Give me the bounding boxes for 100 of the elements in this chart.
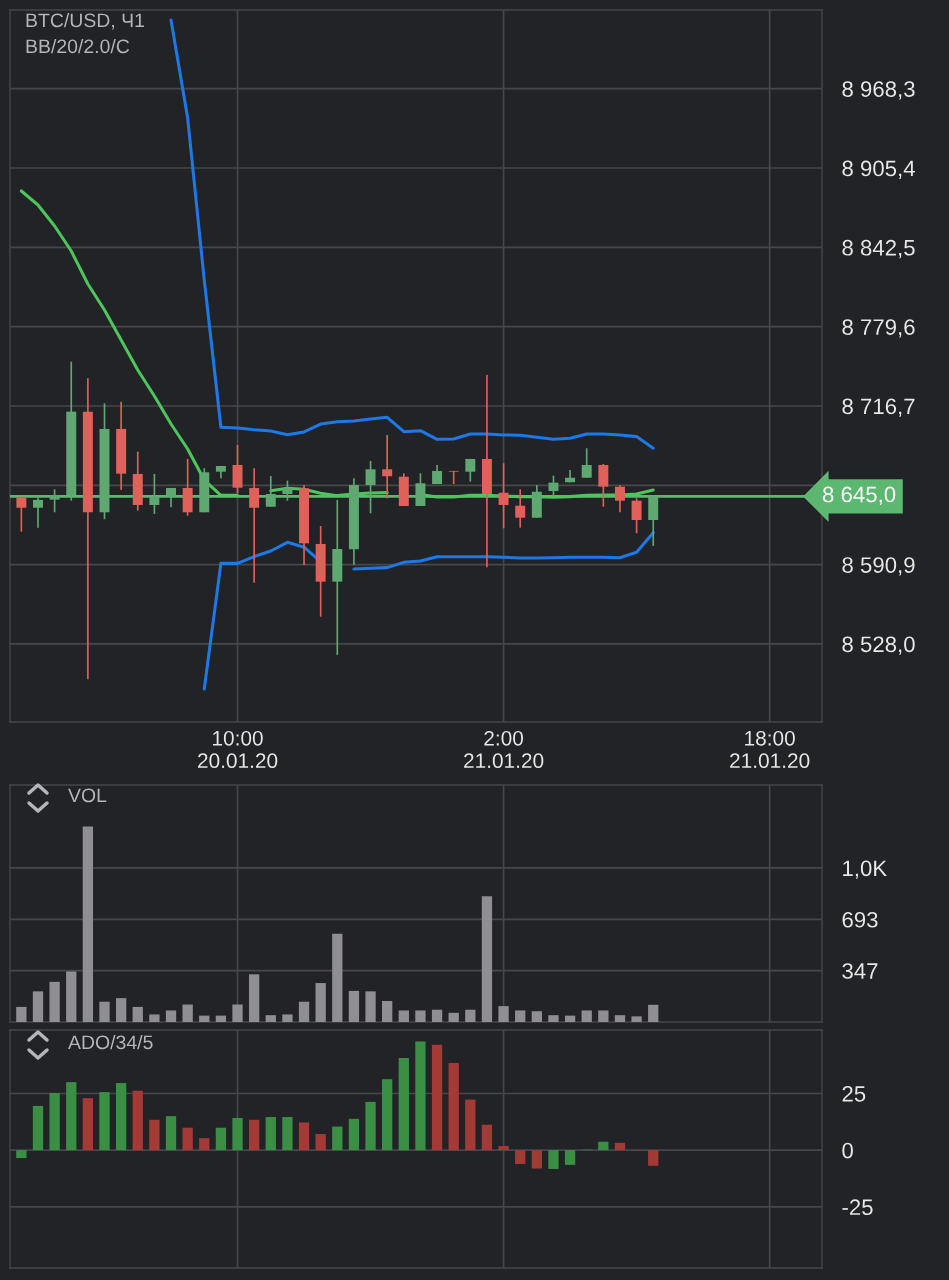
bar <box>531 1011 542 1022</box>
bar <box>581 1010 592 1022</box>
bar <box>431 1044 443 1151</box>
bar <box>215 1127 227 1151</box>
bar <box>149 1014 160 1022</box>
bar <box>32 1105 44 1151</box>
bar <box>265 1117 276 1151</box>
bar <box>498 1006 509 1022</box>
bar <box>564 1150 576 1165</box>
candlestick <box>49 488 60 514</box>
candlestick <box>631 497 642 535</box>
candlestick <box>448 470 459 485</box>
bar <box>315 983 326 1022</box>
candlestick <box>415 472 426 507</box>
bar <box>598 1010 609 1022</box>
bar <box>548 1150 559 1169</box>
bar <box>199 1138 210 1151</box>
bar <box>66 971 77 1022</box>
bar <box>282 1117 293 1151</box>
chart-title: BTC/USD, Ч1 <box>26 12 144 30</box>
bar <box>548 1015 559 1022</box>
text: BB/20/2.0/C <box>26 38 130 54</box>
candlestick <box>515 488 526 529</box>
candlestick <box>265 475 276 508</box>
bar <box>648 1004 659 1022</box>
bar <box>115 998 127 1022</box>
line-series <box>169 18 655 450</box>
bar <box>415 1041 426 1151</box>
bar <box>365 1101 376 1151</box>
bar <box>249 974 260 1022</box>
bar <box>182 1127 193 1151</box>
bar <box>382 1000 393 1022</box>
bar <box>265 1015 276 1022</box>
bar <box>16 1006 27 1022</box>
bar <box>16 1150 27 1159</box>
y-tick-label: 693 <box>842 911 878 928</box>
x-tick-label: 2:00 21.01.20 <box>464 730 544 769</box>
bar <box>348 1118 360 1151</box>
y-tick-label: -25 <box>842 1199 873 1216</box>
bar <box>481 1124 493 1151</box>
bar <box>132 1006 143 1022</box>
bar <box>382 1079 393 1151</box>
candlestick <box>282 479 293 502</box>
y-tick-label: 8 842,5 <box>842 239 915 259</box>
y-tick-label: 1,0K <box>843 860 887 879</box>
ref-line-label: 8 645,0 <box>822 486 896 505</box>
candlestick <box>33 495 43 529</box>
bar <box>99 1092 110 1151</box>
bar <box>249 1119 260 1151</box>
bar <box>648 1150 659 1166</box>
bar <box>99 1001 110 1022</box>
bar <box>631 1016 642 1022</box>
bar <box>215 1015 227 1022</box>
candlestick <box>16 495 27 533</box>
bar <box>49 981 60 1022</box>
bar <box>49 1093 60 1151</box>
bar <box>614 1142 626 1151</box>
bar <box>232 1004 243 1022</box>
bar <box>564 1015 576 1022</box>
chart-title: ADO/34/5 <box>68 1034 153 1050</box>
bar <box>598 1141 609 1151</box>
x-tick-label: 10:00 20.01.20 <box>198 730 278 769</box>
chart-title: VOL <box>68 788 107 803</box>
bar <box>365 991 376 1022</box>
bar <box>398 1010 409 1022</box>
bar <box>515 1010 526 1022</box>
candlestick <box>365 460 376 515</box>
y-tick-label: 347 <box>842 963 878 979</box>
candlestick <box>614 484 625 514</box>
bar <box>315 1134 326 1151</box>
candlestick <box>548 474 559 497</box>
bar <box>298 1122 310 1151</box>
bar <box>448 1063 459 1151</box>
candlestick <box>232 444 243 495</box>
candlestick <box>249 467 260 584</box>
bar <box>515 1150 526 1164</box>
bar <box>232 1117 243 1151</box>
bar <box>182 1004 193 1022</box>
bar <box>66 1082 77 1151</box>
bar <box>32 991 44 1022</box>
bar <box>149 1119 160 1151</box>
bar <box>531 1150 542 1169</box>
bar <box>298 1001 310 1022</box>
bar <box>498 1146 509 1151</box>
y-tick-label: 25 <box>842 1086 866 1102</box>
bar <box>82 826 94 1022</box>
bar <box>332 1126 343 1151</box>
candlestick <box>382 434 393 500</box>
candlestick <box>498 462 509 530</box>
y-tick-label: 8 590,9 <box>842 557 915 576</box>
bar <box>431 1009 443 1022</box>
bar <box>415 1010 426 1022</box>
bar <box>199 1015 210 1022</box>
bar <box>282 1014 293 1022</box>
y-tick-label: 8 716,7 <box>842 398 915 417</box>
y-tick-label: 8 968,3 <box>842 81 915 100</box>
candlestick <box>598 463 609 508</box>
x-tick-label: 18:00 21.01.20 <box>730 730 810 769</box>
bar <box>398 1058 409 1151</box>
bar <box>165 1010 177 1022</box>
